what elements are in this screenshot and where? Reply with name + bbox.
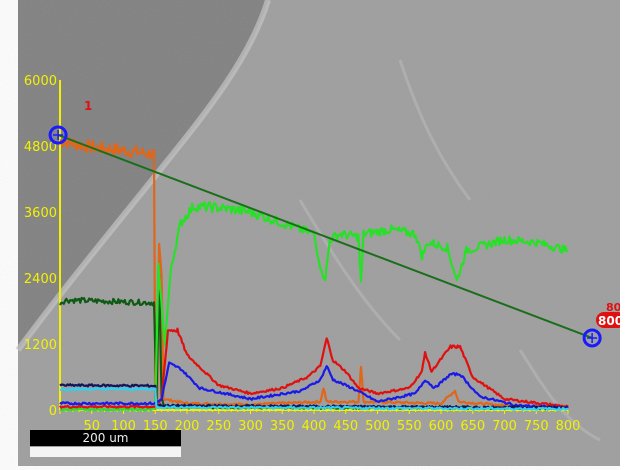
series-red (59, 327, 569, 409)
y-tick-label: 6000 (24, 74, 57, 89)
x-tick-label: 300 (238, 419, 263, 434)
scale-bar: 200 um (30, 430, 181, 458)
y-tick-label: 1200 (24, 338, 57, 353)
scan-start-handle[interactable] (48, 125, 68, 145)
series-blue (59, 361, 569, 410)
y-tick-label: 0 (49, 404, 57, 419)
scale-bar-fill (30, 447, 181, 457)
y-tick-label: 4800 (24, 140, 57, 155)
x-tick-label: 400 (302, 419, 327, 434)
end-label-badge (596, 312, 626, 328)
scan-end-handle[interactable] (582, 328, 602, 348)
scan-line (57, 134, 593, 339)
series-cyan (59, 386, 568, 411)
annotation-1: 1 (84, 99, 92, 113)
y-tick-label: 2400 (24, 272, 57, 287)
annotation-80: 80 (606, 301, 622, 314)
y-tick-label: 3600 (24, 206, 57, 221)
x-tick-label: 700 (492, 419, 517, 434)
series-green (60, 201, 569, 412)
series-orange (59, 136, 569, 411)
x-tick-label: 750 (524, 419, 549, 434)
x-tick-label: 550 (397, 419, 422, 434)
x-tick-label: 650 (460, 419, 485, 434)
x-tick-label: 450 (333, 419, 358, 434)
x-tick-label: 250 (206, 419, 231, 434)
x-tick-label: 600 (429, 419, 454, 434)
crosshair-icon (53, 130, 64, 140)
crosshair-icon (587, 332, 598, 343)
end-label-800: 800 (598, 314, 623, 328)
handle-ring (48, 125, 68, 145)
x-tick-label: 350 (270, 419, 295, 434)
scale-bar-label: 200 um (30, 430, 181, 446)
x-tick-label: 800 (556, 419, 581, 434)
handle-ring (582, 328, 602, 348)
x-tick-label: 500 (365, 419, 390, 434)
